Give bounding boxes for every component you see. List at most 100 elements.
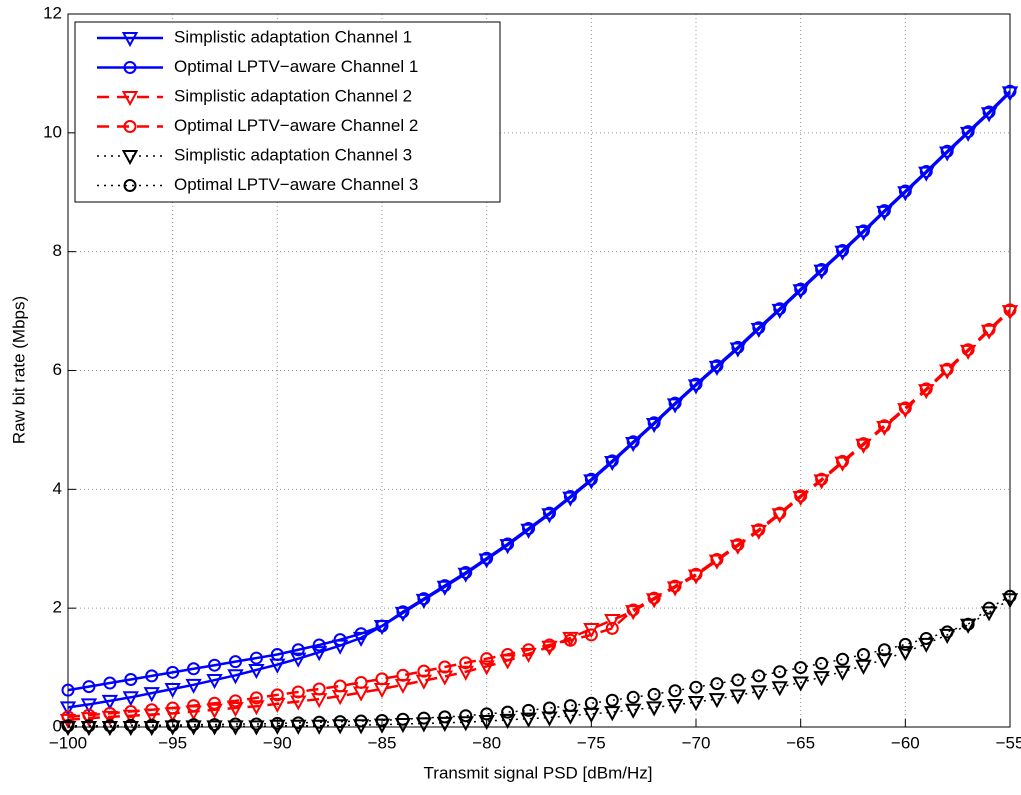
x-tick-label: −85 [368,733,397,752]
marker [542,506,556,520]
marker [311,646,328,662]
marker [208,696,222,710]
marker [228,655,242,669]
x-tick-label: −80 [472,733,501,752]
marker [228,694,242,708]
marker [249,717,263,731]
marker [61,683,75,697]
legend-label: Simplistic adaptation Channel 3 [174,145,412,164]
marker [103,706,117,720]
marker [501,537,515,551]
marker [290,652,307,668]
marker [752,321,766,335]
marker [417,711,431,725]
marker [145,718,159,732]
marker [396,712,410,726]
marker [166,665,180,679]
marker [877,204,891,218]
marker [898,637,912,651]
marker [249,691,263,705]
marker [312,715,326,729]
y-axis-label: Raw bit rate (Mbps) [9,296,28,444]
marker [877,419,891,433]
marker [877,643,891,657]
marker [270,716,284,730]
y-tick-label: 4 [53,479,62,498]
marker [522,703,536,717]
marker [80,721,98,737]
legend-label: Optimal LPTV−aware Channel 3 [174,175,418,194]
marker [792,676,809,692]
marker [625,703,642,719]
marker [522,522,536,536]
marker [354,627,368,641]
marker [689,680,703,694]
marker [584,628,598,642]
marker [940,362,954,376]
marker [143,687,160,703]
marker [522,643,536,657]
legend-label: Simplistic adaptation Channel 2 [174,86,412,105]
marker [59,721,77,737]
marker [668,396,682,410]
marker [124,672,138,686]
legend-marker [123,120,137,133]
marker [689,377,703,391]
x-axis-label: Transmit signal PSD [dBm/Hz] [424,763,653,782]
marker [626,690,640,704]
marker [731,673,745,687]
marker [773,302,787,316]
marker [501,705,515,719]
marker [438,660,452,674]
marker [815,262,829,276]
marker [647,416,661,430]
marker [164,682,181,699]
marker [185,678,202,694]
marker [918,637,935,653]
marker [333,633,347,647]
marker [689,567,703,581]
marker [480,707,494,721]
marker [961,343,975,357]
marker [584,472,598,486]
marker [815,656,829,670]
marker [457,716,474,732]
x-tick-label: −65 [786,733,815,752]
marker [291,716,305,730]
marker [563,699,577,713]
marker [563,489,577,503]
marker [961,125,975,139]
marker [731,340,745,354]
marker [687,696,705,712]
marker [291,643,305,657]
marker [813,671,830,687]
marker [666,699,684,715]
marker [333,679,347,693]
marker [771,508,788,524]
marker [459,709,473,723]
marker [836,454,850,468]
marker [61,719,75,733]
legend-label: Optimal LPTV−aware Channel 2 [174,116,418,135]
marker [542,701,556,715]
marker [939,364,956,380]
marker [710,359,724,373]
marker [312,682,326,696]
marker [227,701,244,718]
marker [269,697,286,713]
marker [122,691,139,707]
marker [122,721,139,737]
x-tick-label: −90 [263,733,292,752]
marker [248,663,265,680]
marker [604,614,621,630]
marker [856,648,870,662]
marker [752,523,766,537]
marker [626,435,640,449]
marker [145,703,159,717]
marker [436,716,453,732]
marker [438,710,452,724]
marker [855,659,872,675]
y-tick-label: 10 [43,122,62,141]
legend-label: Simplistic adaptation Channel 1 [174,27,412,46]
